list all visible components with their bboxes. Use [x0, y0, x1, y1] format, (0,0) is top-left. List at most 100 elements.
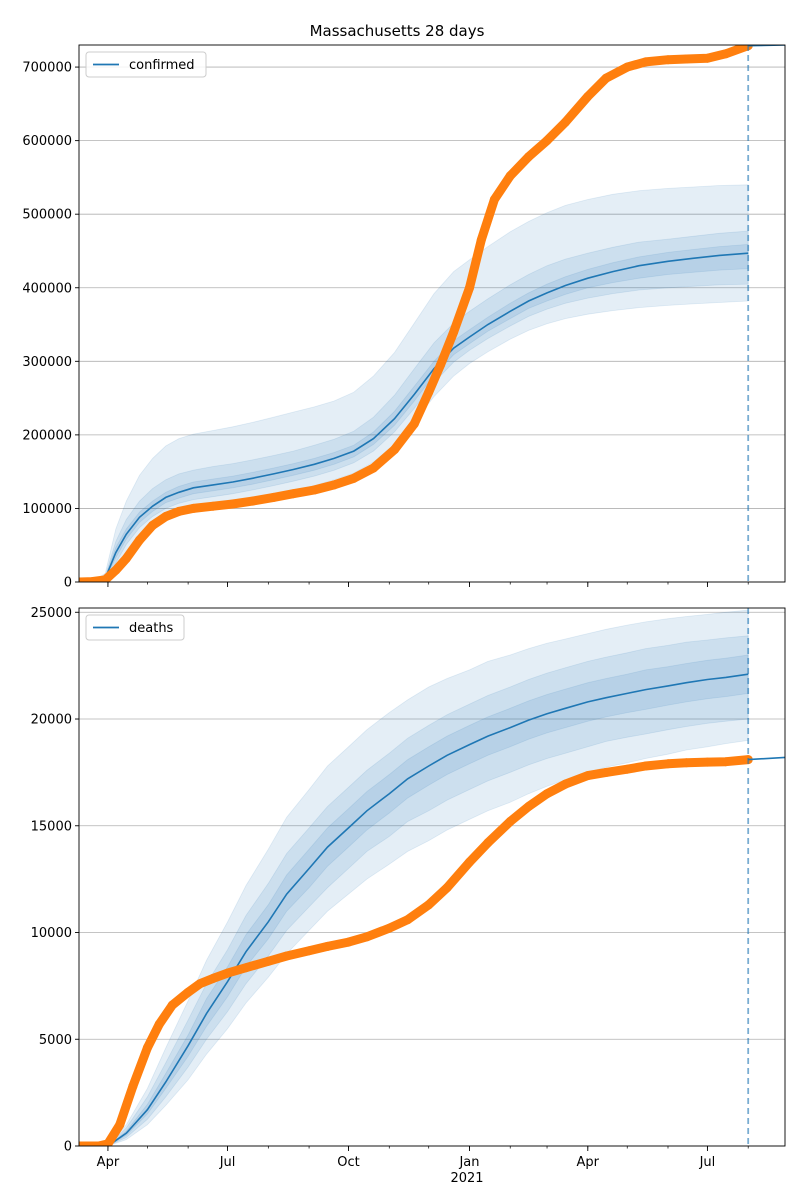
- observed-point: [424, 387, 434, 397]
- chart-title: Massachusetts 28 days: [310, 22, 485, 40]
- legend: deaths: [85, 614, 185, 641]
- observed-point: [583, 771, 593, 781]
- y-tick-label: 0: [64, 1140, 72, 1155]
- observed-point: [524, 152, 534, 162]
- uncertainty-band-middle: [79, 635, 749, 1146]
- x-tick-label: Jan: [458, 1155, 479, 1170]
- observed-point: [721, 757, 731, 767]
- plot-area: [79, 609, 785, 1146]
- x-tick-label: Jul: [699, 1155, 716, 1170]
- observed-line: [79, 45, 753, 582]
- legend: confirmed: [85, 51, 207, 78]
- observed-point: [702, 53, 712, 63]
- observed-point: [681, 54, 691, 64]
- x-tick-label: Jul: [219, 1155, 236, 1170]
- uncertainty-band-outer: [79, 609, 749, 1146]
- observed-point: [79, 577, 84, 582]
- observed-point: [121, 554, 131, 563]
- model-median-line: [79, 252, 749, 582]
- observed-point: [183, 987, 193, 997]
- observed-point: [288, 489, 298, 499]
- y-tick-label: 700000: [22, 61, 72, 76]
- observed-point: [369, 463, 378, 473]
- observed-point: [128, 1081, 138, 1091]
- observed-point: [87, 577, 97, 582]
- y-tick-label: 300000: [22, 355, 72, 370]
- observed-point: [241, 963, 251, 973]
- legend-box: [85, 51, 207, 78]
- observed-point: [263, 956, 273, 966]
- observed-point: [174, 506, 184, 516]
- observed-point: [601, 767, 611, 777]
- y-tick-label: 100000: [22, 502, 72, 517]
- y-tick-label: 200000: [22, 428, 72, 443]
- model-median-line: [79, 673, 749, 1146]
- y-tick-label: 500000: [22, 208, 72, 223]
- plot-area: [79, 45, 785, 582]
- uncertainty-band-middle: [79, 230, 749, 582]
- observed-point: [269, 492, 279, 502]
- observed-point: [188, 503, 198, 513]
- observed-point: [622, 764, 632, 774]
- observed-point: [161, 512, 171, 521]
- y-tick-label: 0: [64, 576, 72, 591]
- y-tick-label: 5000: [39, 1033, 72, 1048]
- observed-point: [465, 857, 474, 867]
- x-tick-label: Apr: [97, 1155, 120, 1170]
- observed-point: [465, 283, 474, 293]
- observed-point: [542, 789, 552, 799]
- observed-point: [195, 979, 205, 989]
- observed-point: [436, 360, 445, 370]
- observed-point: [384, 923, 394, 933]
- observed-point: [344, 937, 353, 947]
- observed-point: [154, 1019, 164, 1029]
- observed-point: [167, 1000, 177, 1010]
- observed-point: [641, 57, 651, 67]
- y-tick-label: 10000: [31, 926, 72, 941]
- legend-label: confirmed: [129, 58, 195, 73]
- observed-point: [560, 779, 570, 789]
- observed-point: [622, 62, 632, 72]
- observed-point: [663, 55, 673, 65]
- axes-frame: [78, 44, 786, 583]
- observed-point: [79, 1141, 84, 1146]
- observed-point: [505, 171, 515, 181]
- observed-point: [103, 1139, 113, 1146]
- legend-label: deaths: [129, 621, 174, 636]
- observed-point: [142, 1043, 152, 1053]
- continuation-line: [748, 756, 785, 761]
- y-tick-label: 400000: [22, 281, 72, 296]
- observed-point: [208, 501, 218, 511]
- observed-point: [542, 136, 552, 146]
- y-tick-label: 20000: [31, 713, 72, 728]
- observed-point: [409, 419, 419, 429]
- observed-point: [663, 759, 673, 769]
- observed-point: [601, 73, 611, 83]
- observed-point: [135, 535, 144, 545]
- x-year-label: 2021: [450, 1171, 483, 1186]
- observed-point: [223, 968, 233, 978]
- axes-frame: [78, 607, 786, 1147]
- observed-point: [248, 496, 257, 506]
- observed-point: [228, 499, 238, 509]
- observed-point: [94, 1141, 104, 1146]
- observed-point: [560, 117, 570, 127]
- legend-box: [85, 614, 185, 641]
- observed-point: [329, 480, 339, 490]
- observed-point: [505, 817, 515, 826]
- observed-point: [100, 575, 110, 582]
- observed-point: [304, 946, 314, 956]
- observed-point: [483, 838, 493, 848]
- observed-point: [681, 758, 691, 768]
- y-tick-label: 15000: [31, 819, 72, 834]
- observed-point: [721, 49, 731, 59]
- observed-point: [641, 761, 651, 771]
- observed-point: [489, 195, 499, 204]
- observed-point: [390, 445, 399, 455]
- observed-point: [208, 973, 218, 983]
- confirmed-panel: 0 100000 200000 300000 400000 500000 600000 700…: [22, 44, 786, 591]
- observed-point: [424, 900, 434, 910]
- observed-point: [309, 485, 319, 495]
